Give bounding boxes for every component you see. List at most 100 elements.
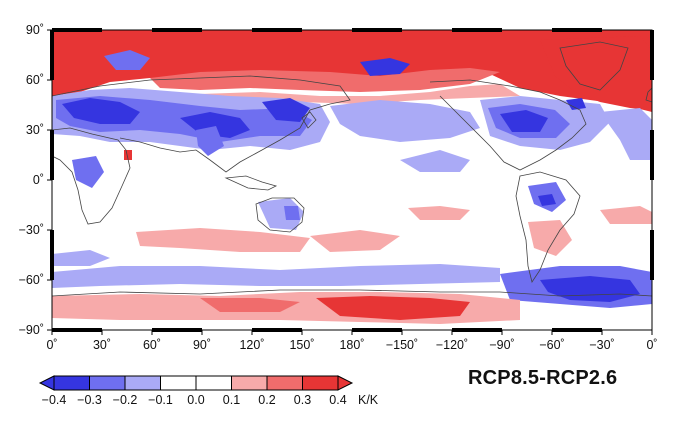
north-pacific-cool-band <box>330 100 480 142</box>
colorbar-level-label: −0.4 <box>42 393 67 407</box>
frame-dash-top <box>252 28 302 32</box>
lat-tick-label: 30˚ <box>26 123 44 137</box>
frame-dash-bottom <box>52 328 102 332</box>
frame-dash-top <box>52 28 102 32</box>
colorbar-level-label: 0.1 <box>223 393 240 407</box>
frame-dash-right <box>650 230 654 280</box>
colorbar-box <box>124 375 161 391</box>
east-pacific-cool <box>400 150 470 172</box>
lat-tick-label: 60˚ <box>26 73 44 87</box>
frame-dash-bottom <box>352 328 402 332</box>
north-atlantic-cool <box>600 108 652 160</box>
frame-dash-top <box>452 28 502 32</box>
africa-coast <box>52 127 131 225</box>
lon-tick-label: 150˚ <box>289 338 314 352</box>
colorbar-arrow-left <box>38 375 55 391</box>
colorbar-box <box>231 375 268 391</box>
lat-tick-label: 0˚ <box>33 173 44 187</box>
australia-cold-core <box>284 206 300 220</box>
frame-dash-right <box>650 130 654 180</box>
colorbar-box <box>53 375 90 391</box>
lat-tick-label: −90˚ <box>19 323 44 337</box>
amazon-cold-core <box>538 194 556 206</box>
arctic-mid-warm <box>150 68 500 92</box>
anomaly-field <box>52 30 652 324</box>
colorbar-level-label: 0.3 <box>294 393 311 407</box>
arabia-red <box>124 150 132 160</box>
frame-dash-bottom <box>552 328 602 332</box>
colorbar-unit: K/K <box>358 393 379 407</box>
lat-tick-label: −30˚ <box>19 223 44 237</box>
frame-dash-top <box>552 28 602 32</box>
arctic-warm-region <box>52 30 652 112</box>
lon-tick-label: 0˚ <box>646 338 657 352</box>
subtropical-warm-atlantic <box>600 206 652 224</box>
frame-dash-left <box>50 130 54 180</box>
colorbar-level-label: −0.3 <box>77 393 102 407</box>
lon-tick-label: −90˚ <box>489 338 514 352</box>
india-cool <box>196 126 224 156</box>
lon-tick-label: 0˚ <box>46 338 57 352</box>
longitude-axis: 0˚ 30˚ 60˚ 90˚ 120˚ 150˚ 180˚ −150˚ −120˚ −90˚ −60… <box>46 330 658 352</box>
frame-dash-bottom <box>252 328 302 332</box>
north-america-cold-core <box>500 110 548 132</box>
frame-dash-left <box>50 230 54 280</box>
lon-tick-label: 120˚ <box>239 338 264 352</box>
lon-tick-label: −60˚ <box>539 338 564 352</box>
greenland-red <box>540 36 652 110</box>
lat-tick-label: 90˚ <box>26 23 44 37</box>
lon-tick-label: 180˚ <box>339 338 364 352</box>
frame-dash-bottom <box>152 328 202 332</box>
frame-dash-bottom <box>452 328 502 332</box>
colorbar-level-label: 0.4 <box>329 393 346 407</box>
lon-tick-label: 60˚ <box>143 338 161 352</box>
uk-coast <box>645 87 652 103</box>
north-america-coast <box>429 79 587 171</box>
frame-dash-left <box>50 30 54 80</box>
eurasia-coast <box>52 75 351 173</box>
colorbar-box <box>160 375 197 391</box>
barents-cold <box>360 58 410 76</box>
africa-cool-west <box>72 156 104 188</box>
colorbar: −0.4 −0.3 −0.2 −0.1 0.0 0.1 0.2 0.3 0.4 K/K <box>38 375 379 407</box>
colorbar-box <box>302 375 339 391</box>
colorbar-box <box>89 375 126 391</box>
southern-ocean-cool <box>52 264 500 288</box>
greenland-coast <box>559 41 629 91</box>
colorbar-level-label: −0.2 <box>113 393 138 407</box>
eurasia-cold-core-west <box>62 98 140 124</box>
south-indian-warm <box>136 228 310 252</box>
colorbar-box <box>195 375 232 391</box>
lon-tick-label: 90˚ <box>193 338 211 352</box>
lon-tick-label: −30˚ <box>589 338 614 352</box>
lon-tick-label: 30˚ <box>93 338 111 352</box>
lon-tick-label: −150˚ <box>386 338 418 352</box>
eurasia-cold-core-east <box>262 98 310 122</box>
map-panel <box>50 28 654 332</box>
antarctic-warm-core <box>316 296 470 320</box>
indonesia-coast <box>224 175 278 191</box>
antarctica-coast <box>52 289 652 297</box>
atlantic-cold-spot <box>566 98 586 110</box>
subtropical-warm-pacific <box>408 206 470 220</box>
scandinavia-cold <box>104 50 150 70</box>
colorbar-level-label: 0.0 <box>187 393 204 407</box>
lon-tick-label: −120˚ <box>436 338 468 352</box>
lat-tick-label: −60˚ <box>19 273 44 287</box>
colorbar-level-label: 0.2 <box>258 393 275 407</box>
latitude-axis: 90˚ 60˚ 30˚ 0˚ −30˚ −60˚ −90˚ <box>19 23 52 337</box>
frame-dash-top <box>152 28 202 32</box>
frame-dash-top <box>352 28 402 32</box>
australia-coast <box>255 197 305 233</box>
south-america-coast <box>515 171 581 283</box>
colorbar-box <box>266 375 303 391</box>
coastlines <box>52 41 652 297</box>
frame-dashes <box>50 28 654 332</box>
colorbar-arrow-right <box>337 375 354 391</box>
south-pacific-warm <box>310 230 400 252</box>
antarctic-mid-warm <box>200 298 300 312</box>
japan-coast <box>301 111 317 129</box>
frame-dash-right <box>650 30 654 80</box>
colorbar-level-label: −0.1 <box>148 393 173 407</box>
